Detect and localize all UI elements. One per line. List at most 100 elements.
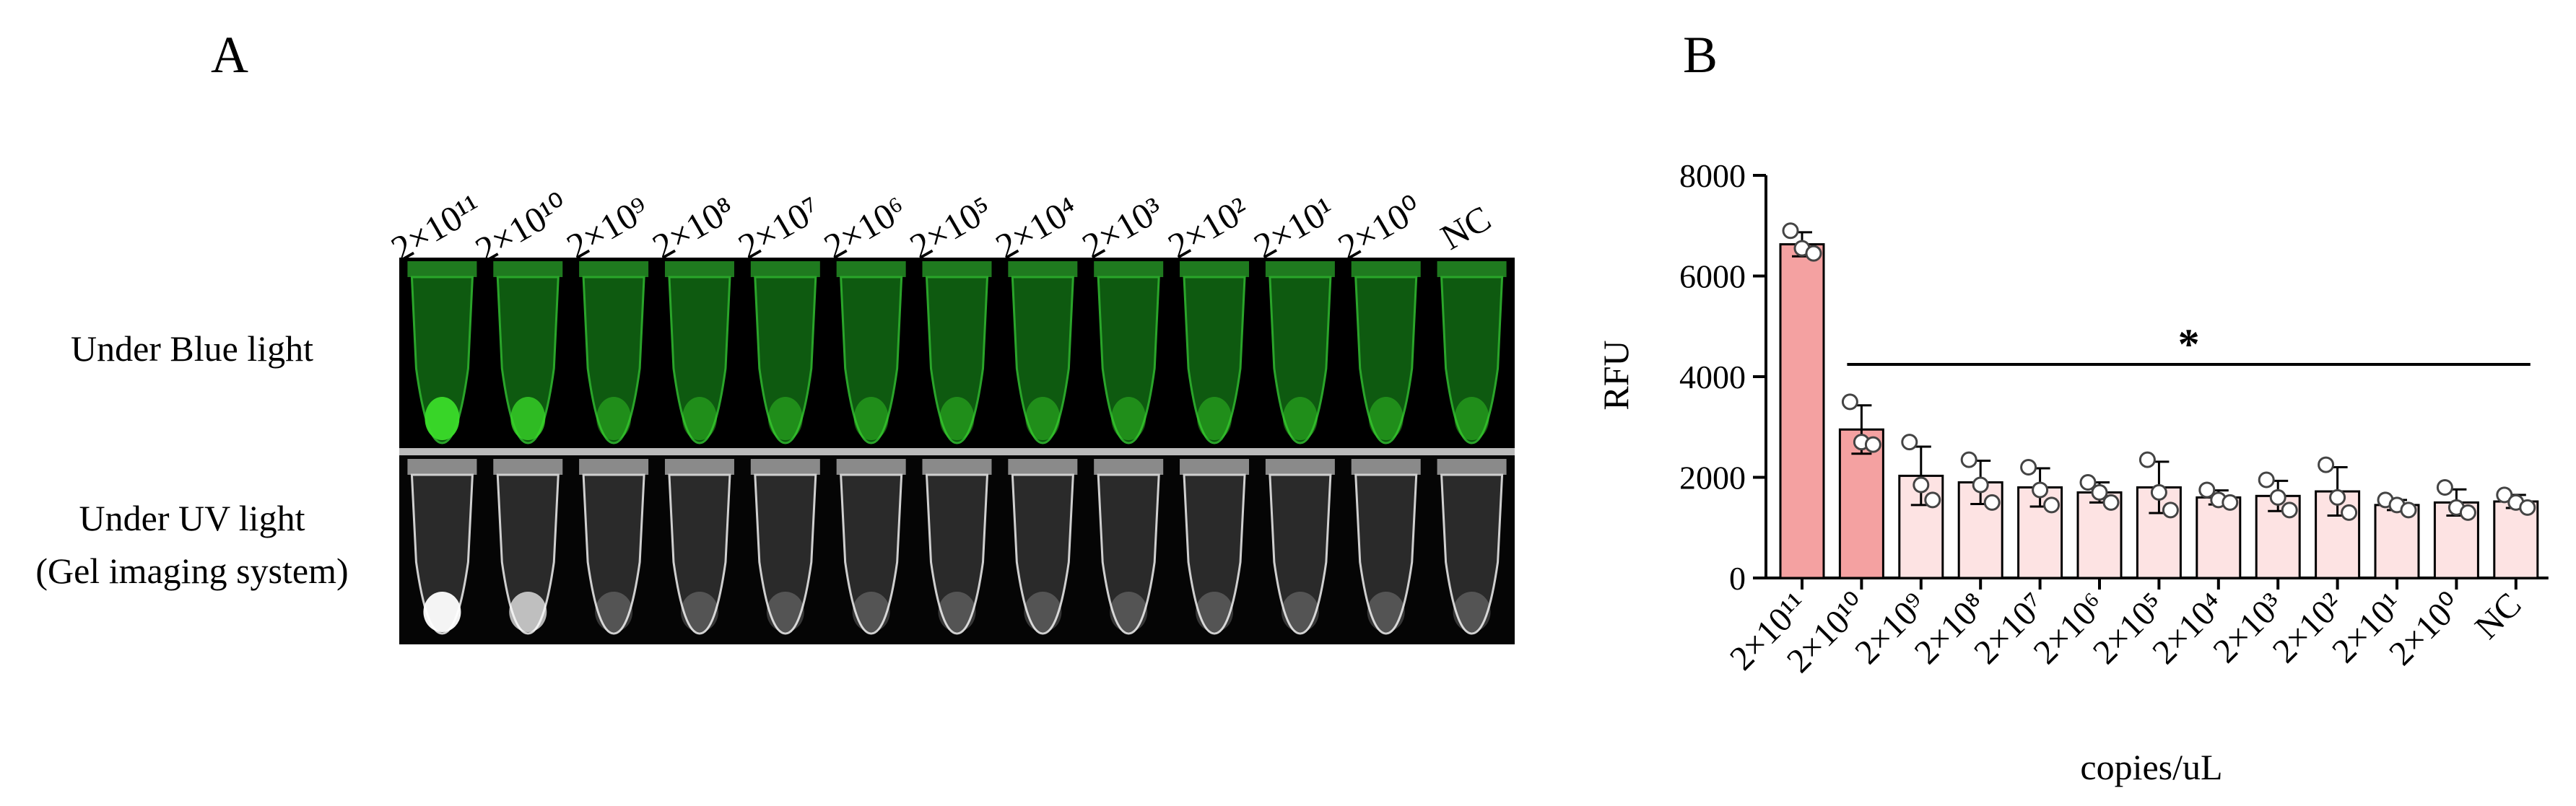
row-label: Under UV light: [79, 498, 305, 538]
tube: [582, 473, 645, 635]
data-point: [2032, 481, 2049, 499]
tube: [1183, 276, 1246, 444]
tube-fluorescence: [1281, 592, 1319, 632]
tube: [925, 473, 989, 635]
data-point: [1805, 245, 1822, 262]
significance-mark: *: [2178, 320, 2200, 368]
data-point: [2102, 494, 2120, 511]
data-point: [1913, 476, 1930, 494]
tube-fluorescence: [1367, 592, 1405, 632]
column-label: NC: [1434, 198, 1497, 258]
data-point: [2318, 456, 2335, 473]
column-label: 2×10⁰: [1331, 188, 1429, 267]
data-point: [2020, 459, 2037, 476]
data-point: [2329, 489, 2346, 506]
tube: [1354, 473, 1418, 635]
tube-fluorescence: [1110, 592, 1148, 632]
column-label: 2×10⁷: [731, 188, 827, 267]
tube-cap: [1265, 261, 1335, 277]
tube: [840, 473, 903, 635]
tube-fluorescence: [425, 397, 460, 440]
tube-cap: [1008, 459, 1078, 475]
tube-cap: [1351, 261, 1421, 277]
data-point: [2079, 473, 2097, 491]
data-point: [2198, 481, 2216, 499]
data-point: [2222, 494, 2239, 511]
data-point: [2496, 486, 2513, 504]
column-label: 2×10⁶: [817, 188, 913, 267]
data-point: [2400, 501, 2417, 519]
tube: [1097, 473, 1160, 635]
data-point: [1924, 491, 1941, 509]
tube: [668, 276, 731, 444]
tube-fluorescence: [853, 397, 889, 440]
tube: [496, 473, 560, 635]
column-label: 2×10¹¹: [384, 186, 487, 269]
tube: [1440, 276, 1504, 444]
tube: [582, 276, 645, 444]
data-point: [1782, 222, 1799, 240]
tube-fluorescence: [1454, 397, 1489, 440]
data-point: [2138, 451, 2156, 468]
tube-cap: [750, 261, 820, 277]
tube: [1269, 473, 1332, 635]
tube: [840, 276, 903, 444]
tube-fluorescence: [1453, 592, 1491, 632]
y-axis-title: RFU: [1596, 340, 1636, 410]
data-point: [1960, 451, 1977, 468]
column-label: 2×10⁸: [645, 188, 741, 267]
panel-label: B: [1683, 26, 1718, 84]
tube-fluorescence: [938, 592, 976, 632]
y-tick-label: 0: [1729, 560, 1746, 597]
data-point: [2269, 489, 2286, 506]
tube-cap: [1437, 261, 1507, 277]
panel-label: A: [211, 26, 248, 84]
data-point: [2162, 501, 2179, 519]
tube-cap: [664, 261, 734, 277]
tube-cap: [750, 459, 820, 475]
bar: [2076, 491, 2123, 579]
tube-cap: [493, 459, 563, 475]
tube: [410, 276, 474, 444]
tube-cap: [836, 261, 906, 277]
tube-fluorescence: [595, 592, 633, 632]
tube-fluorescence: [1025, 397, 1061, 440]
tube-fluorescence: [1111, 397, 1146, 440]
data-point: [1983, 494, 2001, 511]
tube-cap: [579, 459, 649, 475]
data-point: [2341, 504, 2358, 521]
tube-fluorescence: [509, 592, 547, 632]
x-tick-label: 2×10²: [2266, 585, 2351, 670]
x-tick-label: 2×10⁴: [2145, 585, 2231, 671]
y-tick-label: 4000: [1679, 359, 1746, 395]
tube-fluorescence: [682, 397, 717, 440]
data-point: [2459, 504, 2476, 521]
data-point: [1864, 436, 1881, 453]
tube-fluorescence: [852, 592, 890, 632]
tube: [1183, 473, 1246, 635]
tube: [496, 276, 560, 444]
tube-cap: [1265, 459, 1335, 475]
tube-fluorescence: [1024, 592, 1062, 632]
tube-cap: [922, 261, 992, 277]
column-label: 2×10¹: [1247, 188, 1341, 266]
tube: [925, 276, 989, 444]
data-point: [2091, 483, 2108, 501]
tube-cap: [493, 261, 563, 277]
tube: [1354, 276, 1418, 444]
tube-fluorescence: [596, 397, 632, 440]
tube: [754, 276, 817, 444]
x-tick-label: 2×10³: [2206, 585, 2291, 670]
tube-cap: [922, 459, 992, 475]
column-label: 2×10⁴: [989, 188, 1084, 267]
tube-fluorescence: [766, 592, 804, 632]
tube: [1440, 473, 1504, 635]
tube-cap: [1180, 459, 1250, 475]
column-label: 2×10⁵: [903, 188, 998, 267]
column-label: 2×10³: [1076, 188, 1170, 266]
tube: [410, 473, 474, 635]
tube-fluorescence: [1282, 397, 1318, 440]
bar: [1779, 243, 1825, 579]
tube-fluorescence: [939, 397, 975, 440]
